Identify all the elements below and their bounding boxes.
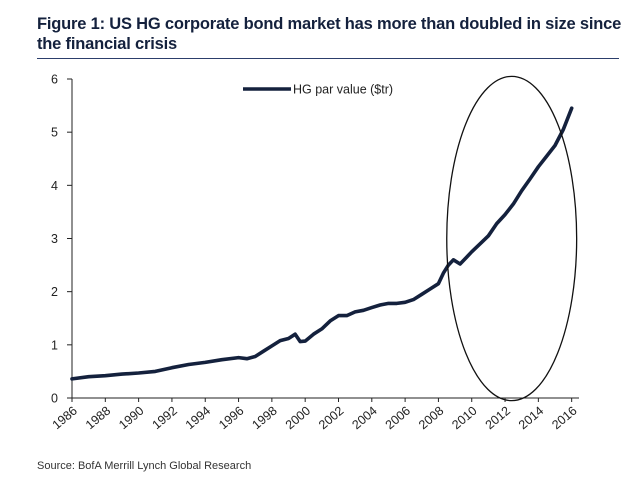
legend-label: HG par value ($tr) [293, 83, 393, 97]
x-tick-label: 1990 [116, 404, 146, 433]
x-tick-label: 2008 [416, 404, 446, 433]
y-tick-label: 3 [51, 232, 58, 246]
annotations [446, 75, 578, 402]
x-tick-label: 1998 [249, 404, 279, 433]
x-tick-label: 1986 [50, 404, 80, 433]
series-group [70, 106, 574, 381]
y-tick-label: 6 [51, 73, 58, 87]
y-axis-ticks: 0 1 2 3 4 5 6 [51, 73, 72, 406]
source-note: Source: BofA Merrill Lynch Global Resear… [37, 460, 252, 472]
chart-title: Figure 1: US HG corporate bond market ha… [37, 15, 622, 53]
y-tick-label: 2 [51, 285, 58, 299]
x-axis-ticks: 1986 1988 1990 1992 1994 1996 1998 2000 2002 2004… [50, 398, 580, 432]
x-tick-label: 2002 [316, 404, 346, 433]
title-divider [37, 58, 619, 59]
x-tick-label: 2004 [349, 404, 379, 433]
y-tick-label: 5 [51, 126, 58, 140]
x-tick-label: 2012 [483, 404, 513, 433]
axes [71, 79, 579, 399]
y-tick-label: 4 [51, 179, 58, 193]
highlight-ellipse [446, 75, 578, 402]
series-line-hg-par-value [70, 106, 574, 381]
x-tick-label: 1988 [83, 404, 113, 433]
legend: HG par value ($tr) [243, 83, 393, 97]
x-tick-label: 2014 [516, 404, 546, 433]
x-tick-label: 1996 [216, 404, 246, 433]
x-tick-label: 2006 [383, 404, 413, 433]
x-tick-label: 1994 [183, 404, 213, 433]
y-tick-label: 1 [51, 338, 58, 352]
x-tick-label: 2016 [549, 404, 579, 433]
x-tick-label: 2000 [283, 404, 313, 433]
x-tick-label: 1992 [150, 404, 180, 433]
y-tick-label: 0 [51, 392, 58, 406]
x-tick-label: 2010 [449, 404, 479, 433]
